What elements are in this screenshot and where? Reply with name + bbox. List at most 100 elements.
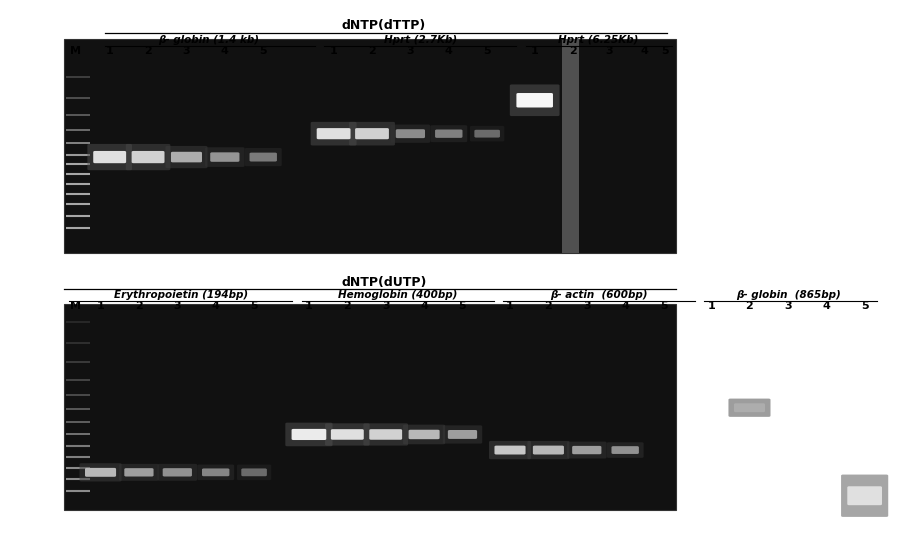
FancyBboxPatch shape bbox=[93, 151, 126, 163]
FancyBboxPatch shape bbox=[245, 148, 282, 166]
Text: M: M bbox=[70, 46, 81, 56]
FancyBboxPatch shape bbox=[285, 423, 333, 446]
Text: Erythropoietin (194bp): Erythropoietin (194bp) bbox=[114, 290, 248, 300]
FancyBboxPatch shape bbox=[470, 126, 505, 141]
Text: 3: 3 bbox=[183, 46, 190, 56]
Text: 5: 5 bbox=[660, 301, 667, 311]
FancyBboxPatch shape bbox=[126, 144, 170, 170]
Text: 2: 2 bbox=[344, 301, 351, 311]
Text: 4: 4 bbox=[641, 46, 648, 56]
Text: 5: 5 bbox=[250, 301, 258, 311]
FancyBboxPatch shape bbox=[527, 441, 569, 459]
FancyBboxPatch shape bbox=[435, 129, 462, 138]
Text: 5: 5 bbox=[662, 46, 669, 56]
Text: 3: 3 bbox=[784, 301, 792, 311]
Text: 2: 2 bbox=[545, 301, 552, 311]
FancyBboxPatch shape bbox=[157, 464, 197, 481]
FancyBboxPatch shape bbox=[250, 153, 277, 162]
FancyBboxPatch shape bbox=[85, 468, 116, 477]
Bar bbox=[64, 304, 676, 510]
Text: 3: 3 bbox=[407, 46, 414, 56]
Text: 4: 4 bbox=[420, 301, 428, 311]
Text: 5: 5 bbox=[484, 46, 491, 56]
Bar bbox=[562, 39, 579, 253]
Text: 2: 2 bbox=[135, 301, 143, 311]
Text: 4: 4 bbox=[622, 301, 629, 311]
Text: 5: 5 bbox=[861, 301, 868, 311]
Text: 2: 2 bbox=[144, 46, 152, 56]
FancyBboxPatch shape bbox=[567, 442, 607, 458]
FancyBboxPatch shape bbox=[847, 486, 882, 505]
FancyBboxPatch shape bbox=[494, 446, 526, 455]
FancyBboxPatch shape bbox=[390, 125, 430, 143]
Text: 2: 2 bbox=[569, 46, 577, 56]
FancyBboxPatch shape bbox=[516, 93, 553, 108]
Text: β- globin (1.4 kb): β- globin (1.4 kb) bbox=[158, 35, 259, 45]
Text: dNTP(dTTP): dNTP(dTTP) bbox=[342, 19, 426, 32]
Text: β- actin  (600bp): β- actin (600bp) bbox=[550, 290, 647, 300]
FancyBboxPatch shape bbox=[510, 85, 559, 116]
Text: 2: 2 bbox=[746, 301, 753, 311]
Bar bbox=[64, 39, 676, 253]
Text: 1: 1 bbox=[707, 301, 715, 311]
FancyBboxPatch shape bbox=[237, 465, 271, 480]
FancyBboxPatch shape bbox=[331, 429, 364, 440]
FancyBboxPatch shape bbox=[171, 152, 202, 163]
FancyBboxPatch shape bbox=[88, 144, 132, 170]
Text: 3: 3 bbox=[382, 301, 389, 311]
FancyBboxPatch shape bbox=[572, 446, 601, 455]
Text: 1: 1 bbox=[330, 46, 337, 56]
Text: 5: 5 bbox=[260, 46, 267, 56]
FancyBboxPatch shape bbox=[430, 125, 467, 142]
Text: 2: 2 bbox=[368, 46, 376, 56]
FancyBboxPatch shape bbox=[119, 464, 159, 481]
Text: 4: 4 bbox=[212, 301, 219, 311]
FancyBboxPatch shape bbox=[311, 122, 356, 145]
FancyBboxPatch shape bbox=[132, 151, 165, 163]
FancyBboxPatch shape bbox=[241, 468, 267, 476]
Text: Hprt (2.7Kb): Hprt (2.7Kb) bbox=[384, 35, 457, 45]
FancyBboxPatch shape bbox=[734, 403, 765, 412]
FancyBboxPatch shape bbox=[202, 468, 229, 476]
FancyBboxPatch shape bbox=[533, 446, 564, 455]
FancyBboxPatch shape bbox=[607, 442, 643, 458]
Text: 1: 1 bbox=[506, 301, 514, 311]
FancyBboxPatch shape bbox=[80, 463, 122, 481]
FancyBboxPatch shape bbox=[448, 430, 477, 439]
Text: M: M bbox=[70, 301, 81, 311]
Text: 4: 4 bbox=[823, 301, 830, 311]
FancyBboxPatch shape bbox=[210, 152, 239, 162]
FancyBboxPatch shape bbox=[124, 468, 154, 477]
FancyBboxPatch shape bbox=[316, 128, 350, 139]
FancyBboxPatch shape bbox=[163, 468, 192, 477]
Text: 4: 4 bbox=[221, 46, 228, 56]
FancyBboxPatch shape bbox=[205, 147, 245, 167]
FancyBboxPatch shape bbox=[841, 475, 888, 517]
FancyBboxPatch shape bbox=[489, 441, 531, 459]
FancyBboxPatch shape bbox=[396, 129, 425, 138]
FancyBboxPatch shape bbox=[292, 429, 326, 440]
Text: 1: 1 bbox=[97, 301, 104, 311]
FancyBboxPatch shape bbox=[355, 128, 389, 139]
Text: 3: 3 bbox=[583, 301, 590, 311]
Text: 1: 1 bbox=[305, 301, 313, 311]
Text: 5: 5 bbox=[459, 301, 466, 311]
FancyBboxPatch shape bbox=[442, 426, 483, 443]
FancyBboxPatch shape bbox=[728, 399, 771, 417]
FancyBboxPatch shape bbox=[474, 130, 500, 138]
Text: Hemoglobin (400bp): Hemoglobin (400bp) bbox=[338, 290, 457, 300]
Text: dNTP(dUTP): dNTP(dUTP) bbox=[341, 276, 427, 289]
FancyBboxPatch shape bbox=[325, 423, 369, 446]
Text: 1: 1 bbox=[106, 46, 113, 56]
Text: 3: 3 bbox=[605, 46, 612, 56]
FancyBboxPatch shape bbox=[364, 423, 408, 446]
FancyBboxPatch shape bbox=[611, 446, 639, 454]
FancyBboxPatch shape bbox=[197, 465, 234, 480]
Text: β- globin  (865bp): β- globin (865bp) bbox=[737, 290, 841, 300]
FancyBboxPatch shape bbox=[349, 122, 395, 145]
Text: 3: 3 bbox=[174, 301, 181, 311]
FancyBboxPatch shape bbox=[403, 424, 445, 444]
FancyBboxPatch shape bbox=[409, 430, 440, 439]
Text: 1: 1 bbox=[531, 46, 538, 56]
FancyBboxPatch shape bbox=[165, 146, 207, 168]
